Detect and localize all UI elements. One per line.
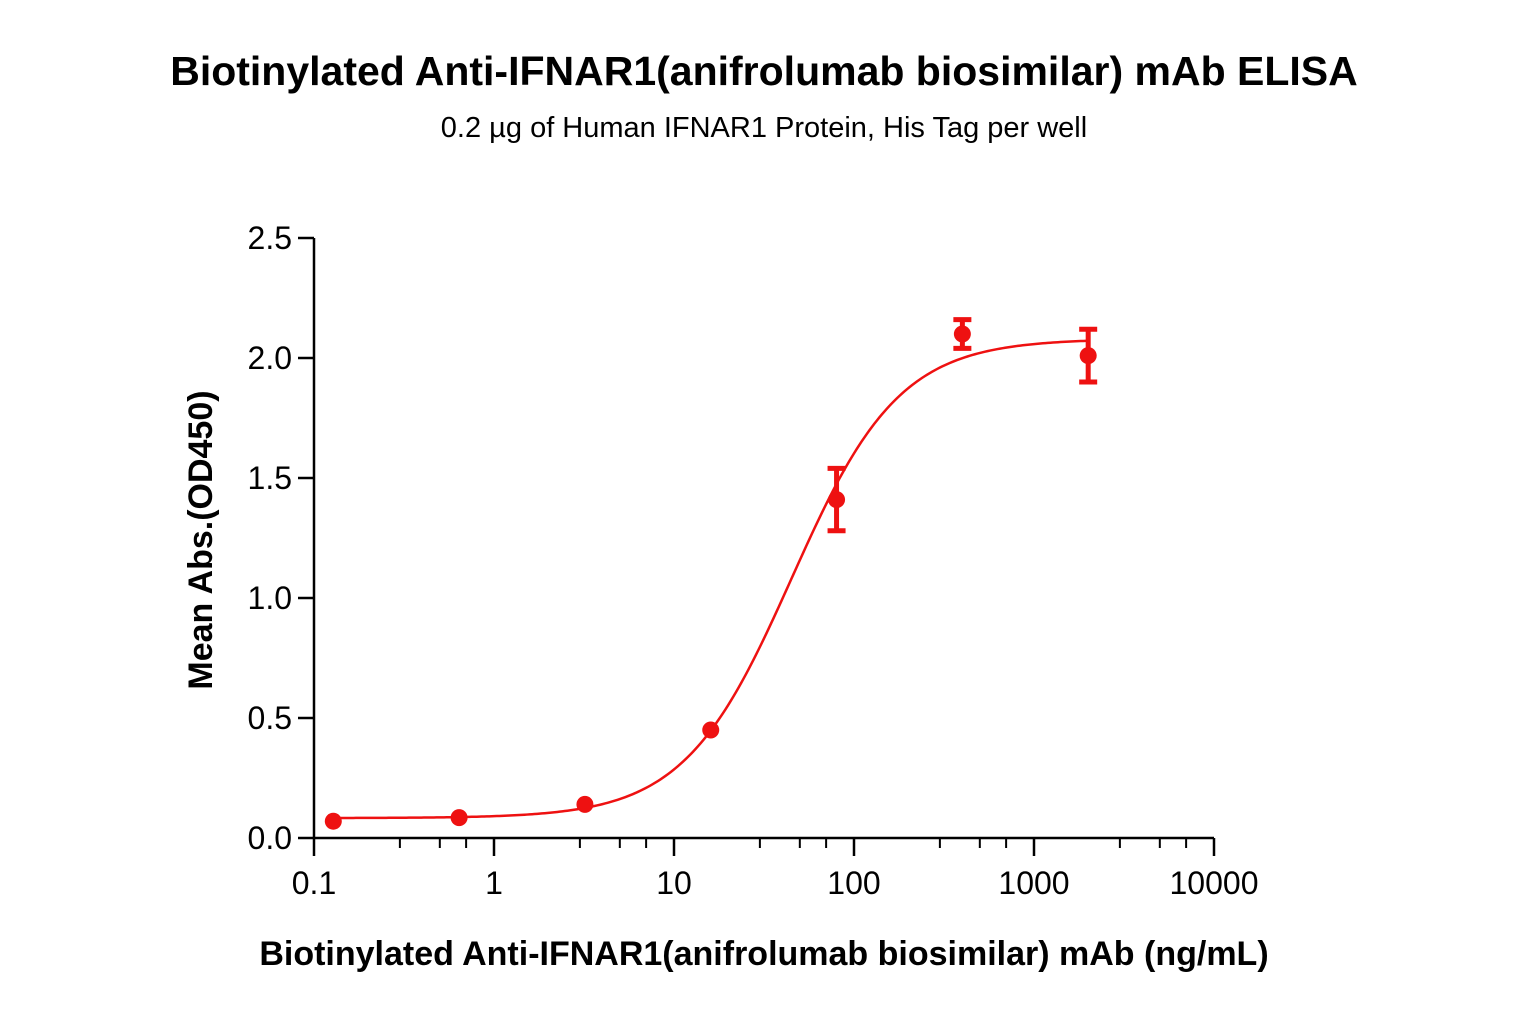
y-tick-label: 0.0 [248,820,292,856]
chart-subtitle: 0.2 µg of Human IFNAR1 Protein, His Tag … [440,112,1088,144]
y-tick-label: 2.0 [248,340,292,376]
y-tick-label: 1.0 [248,580,292,616]
x-tick-label: 1 [485,865,503,901]
y-tick-label: 2.5 [248,220,292,256]
data-point [324,812,342,830]
data-points [324,317,1098,830]
data-point [450,809,468,827]
ticks: 0.0 0.5 1.0 1.5 2.0 2.5 0.1 1 10 100 1000 10000 [248,220,1259,901]
data-point [953,325,971,343]
data-point [576,795,594,813]
data-point [1079,347,1097,365]
x-tick-label: 10 [656,865,692,901]
y-tick-label: 1.5 [248,460,292,496]
x-axis-title: Biotinylated Anti-IFNAR1(anifrolumab bio… [259,935,1268,973]
x-tick-label: 10000 [1170,865,1259,901]
x-tick-label: 100 [827,865,880,901]
x-tick-label: 0.1 [292,865,336,901]
x-tick-label: 1000 [998,865,1069,901]
y-axis-title: Mean Abs.(OD450) [182,390,220,689]
data-point [828,491,846,509]
y-tick-label: 0.5 [248,700,292,736]
axes [312,238,1214,840]
chart-title: Biotinylated Anti-IFNAR1(anifrolumab bio… [170,48,1358,94]
fit-curve [333,339,1089,820]
data-point [702,721,720,739]
